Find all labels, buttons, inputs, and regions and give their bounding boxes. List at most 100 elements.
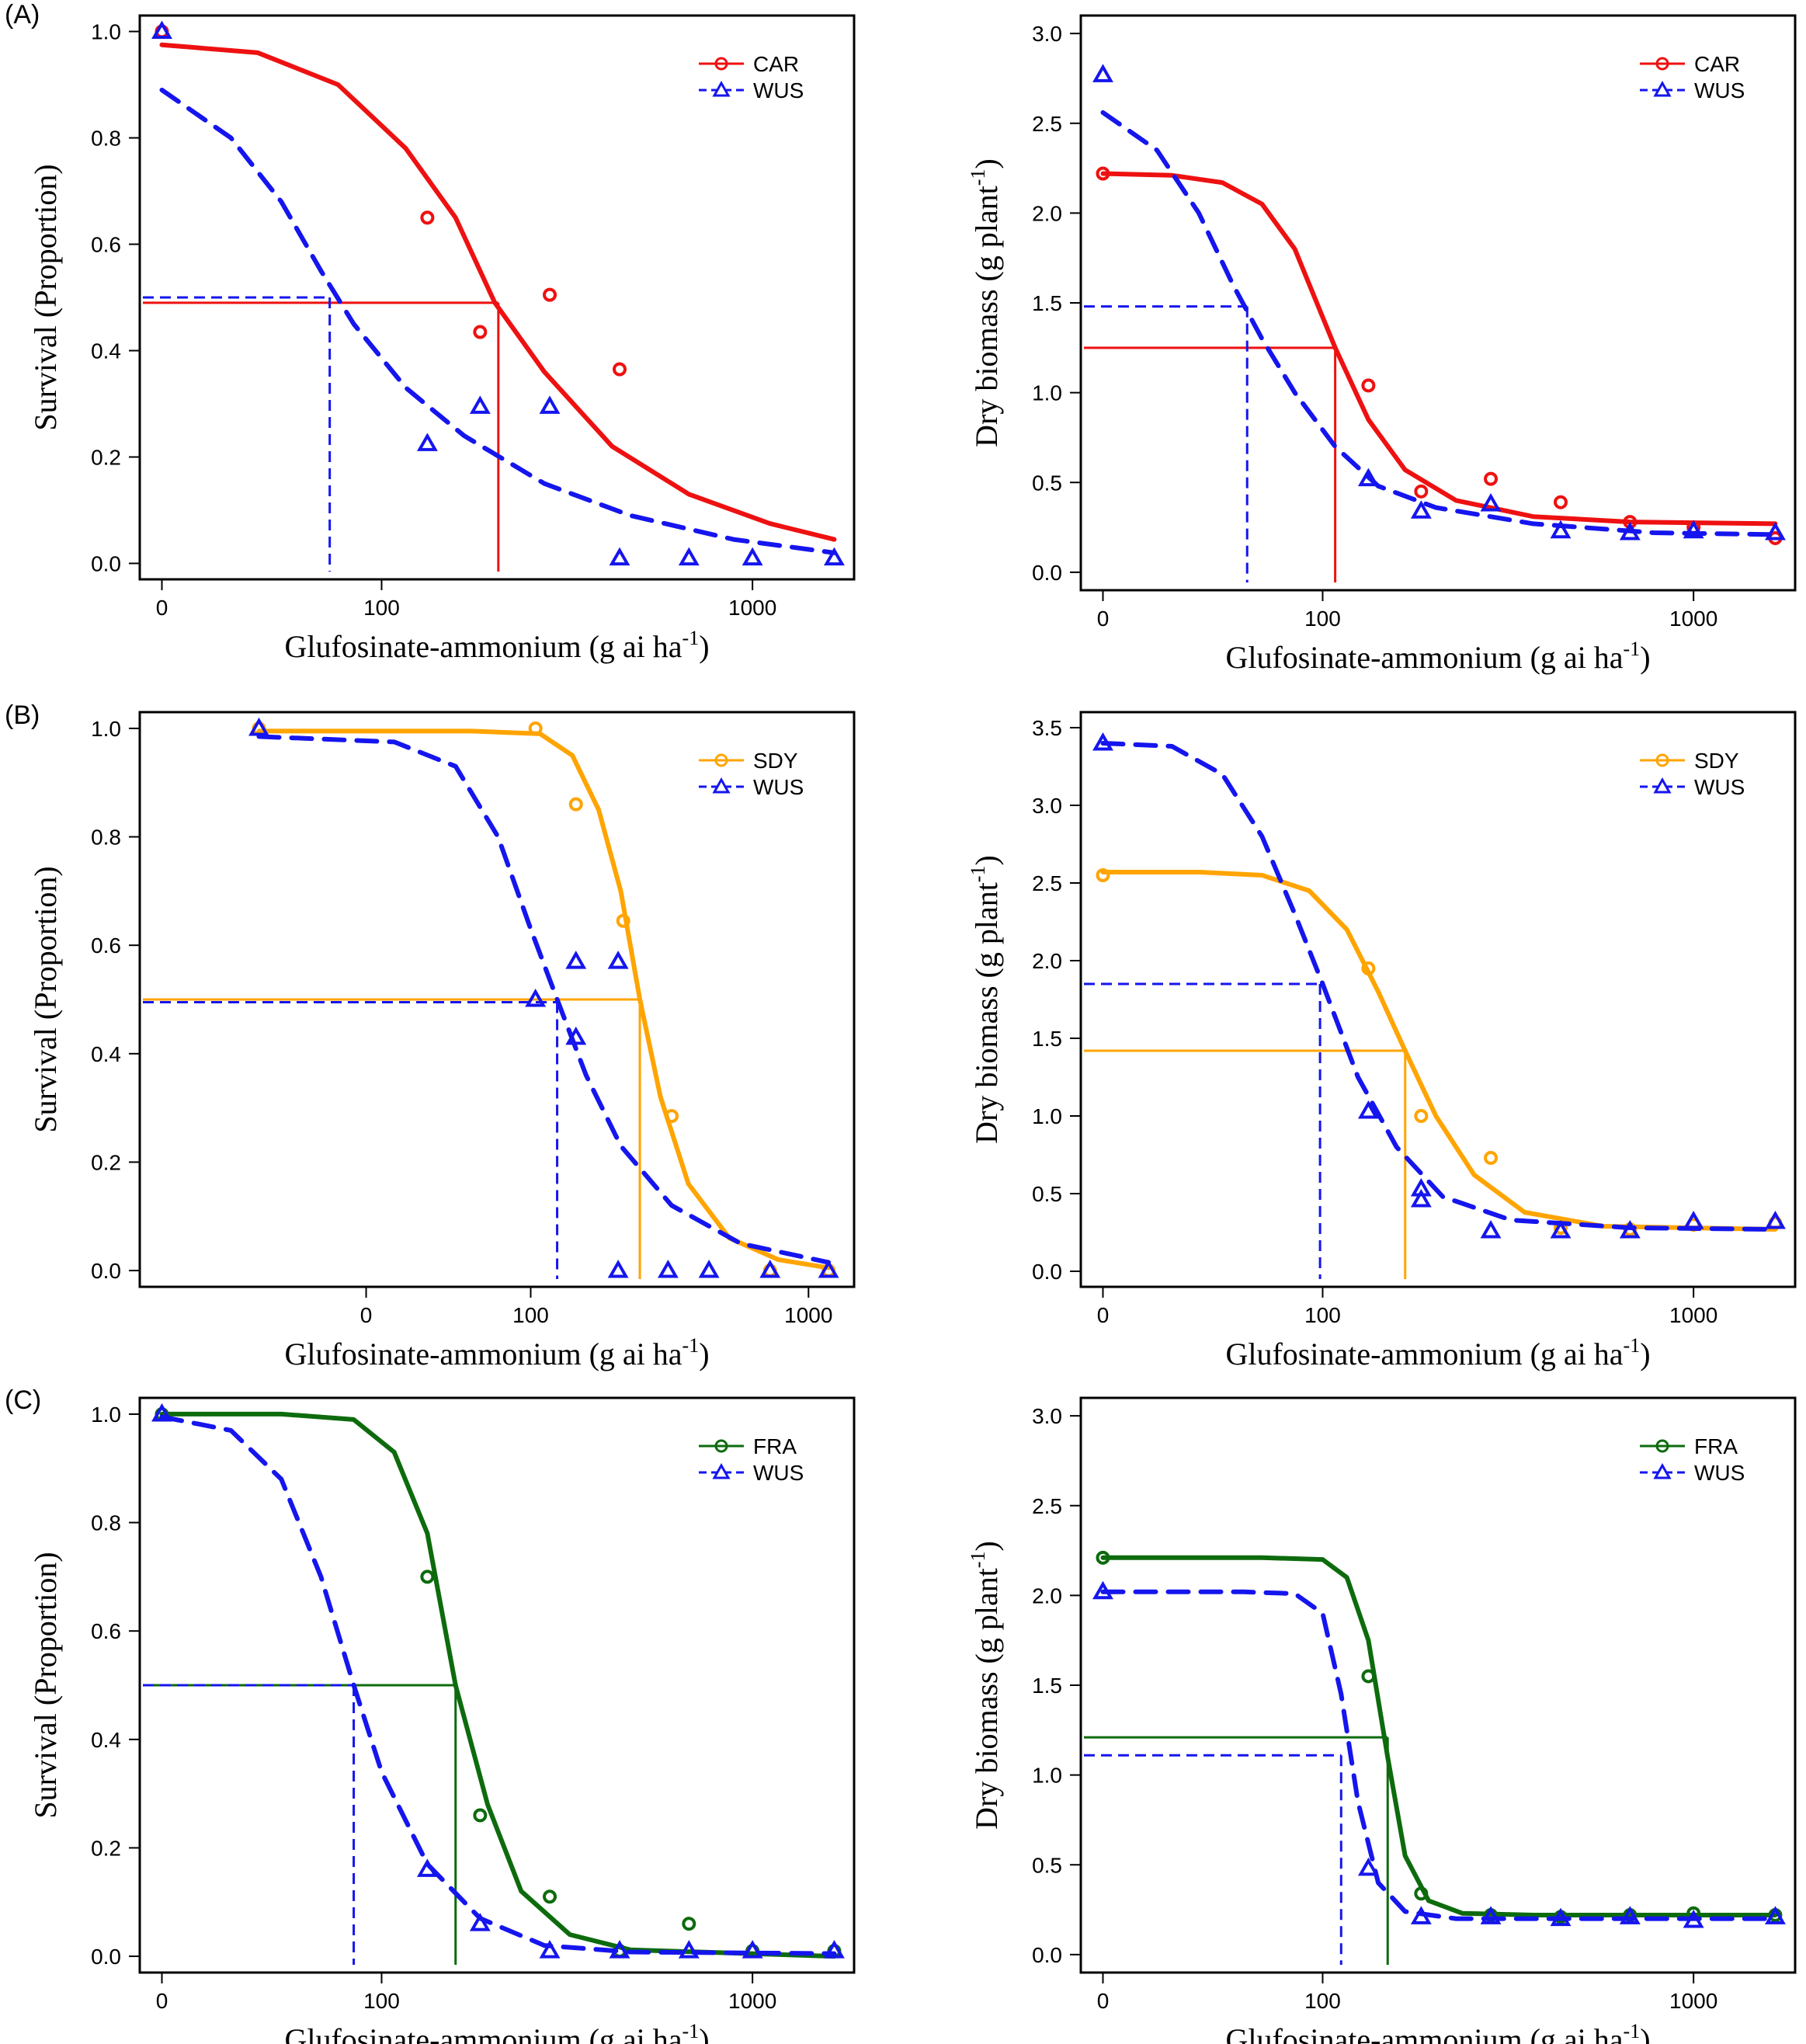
y-axis-label-sup: -1 bbox=[967, 169, 989, 186]
x-axis-label-sup: -1 bbox=[682, 627, 700, 649]
x-axis-label-sup: -1 bbox=[1624, 1334, 1641, 1357]
data-point bbox=[609, 1940, 630, 1959]
legend-entry: WUS bbox=[1640, 1461, 1745, 1485]
y-tick-label: 0.5 bbox=[1032, 1853, 1062, 1877]
legend-label: WUS bbox=[753, 78, 804, 103]
data-point bbox=[1092, 1580, 1113, 1600]
x-tick-label: 0 bbox=[360, 1303, 373, 1327]
y-tick-label: 1.0 bbox=[91, 717, 121, 741]
y-tick-label: 2.0 bbox=[1032, 1583, 1062, 1608]
y-tick-label: 0.2 bbox=[91, 1836, 121, 1860]
data-point bbox=[678, 547, 700, 566]
plot-frame bbox=[1079, 711, 1797, 1288]
x-tick-label: 1000 bbox=[1669, 607, 1717, 631]
series-wus bbox=[1084, 732, 1786, 1279]
data-point bbox=[1764, 1210, 1786, 1229]
y-axis-label-sup: -1 bbox=[967, 1552, 989, 1569]
x-axis-label-main: Glufosinate-ammonium (g ai ha bbox=[284, 629, 682, 664]
data-point bbox=[469, 1913, 491, 1931]
series-wus bbox=[1084, 1580, 1786, 1965]
x-axis-label: Glufosinate-ammonium (g ai ha-1) bbox=[284, 1334, 709, 1371]
data-point bbox=[1619, 521, 1641, 541]
x-axis-label-sup: -1 bbox=[682, 2020, 700, 2042]
x-axis-label-main: Glufosinate-ammonium (g ai ha bbox=[1225, 2022, 1623, 2044]
data-point bbox=[1361, 378, 1376, 393]
x-axis-label-main: Glufosinate-ammonium (g ai ha bbox=[284, 1337, 682, 1371]
y-tick-label: 3.0 bbox=[1032, 1404, 1062, 1428]
x-axis-label-end: ) bbox=[699, 629, 709, 664]
legend-label: WUS bbox=[1694, 78, 1745, 103]
y-axis-label-end: ) bbox=[969, 855, 1004, 865]
x-tick-label: 100 bbox=[363, 596, 400, 620]
data-point bbox=[416, 433, 438, 451]
data-point bbox=[1357, 468, 1379, 487]
data-point bbox=[1414, 1109, 1429, 1123]
data-point bbox=[607, 951, 629, 969]
data-point bbox=[616, 913, 630, 928]
y-tick-label: 2.5 bbox=[1032, 871, 1062, 895]
legend-label: WUS bbox=[1694, 775, 1745, 799]
legend-marker bbox=[1653, 777, 1672, 794]
legend-entry: WUS bbox=[1640, 78, 1745, 103]
data-point bbox=[1414, 484, 1429, 499]
y-axis-label-main: Dry biomass (g plant bbox=[969, 1568, 1004, 1830]
data-point bbox=[742, 547, 763, 566]
y-tick-label: 0.0 bbox=[1032, 561, 1062, 585]
y-tick-label: 1.5 bbox=[1032, 1027, 1062, 1051]
legend-entry: CAR bbox=[699, 52, 799, 76]
legend-marker bbox=[1653, 80, 1672, 97]
y-tick-label: 0.0 bbox=[1032, 1943, 1062, 1967]
data-point bbox=[151, 20, 172, 40]
data-point bbox=[1619, 1219, 1641, 1239]
y-tick-label: 1.0 bbox=[1032, 1764, 1062, 1788]
series-sdy bbox=[143, 721, 836, 1279]
panel-letter-b: (B) bbox=[5, 700, 40, 730]
legend-entry: SDY bbox=[699, 749, 798, 773]
legend-marker bbox=[712, 80, 731, 97]
data-point bbox=[678, 1940, 700, 1959]
y-tick-label: 2.5 bbox=[1032, 1494, 1062, 1518]
x-axis-label-main: Glufosinate-ammonium (g ai ha bbox=[284, 2022, 682, 2044]
x-axis-label-main: Glufosinate-ammonium (g ai ha bbox=[1225, 1337, 1623, 1371]
y-tick-label: 0.5 bbox=[1032, 1182, 1062, 1206]
x-axis-label-end: ) bbox=[1640, 2022, 1650, 2044]
y-axis-label-main: Survival (Proportion) bbox=[28, 1552, 63, 1818]
series-wus bbox=[1084, 64, 1786, 582]
data-point bbox=[1550, 1219, 1572, 1239]
legend-label: CAR bbox=[753, 52, 799, 76]
data-point bbox=[1683, 1210, 1704, 1229]
x-axis-label-sup: -1 bbox=[682, 1334, 700, 1357]
y-axis-label-end: ) bbox=[969, 158, 1004, 169]
data-point bbox=[1480, 1906, 1502, 1924]
data-point bbox=[1764, 521, 1786, 541]
fitted-curve bbox=[1100, 741, 1778, 1232]
x-axis-label: Glufosinate-ammonium (g ai ha-1) bbox=[1225, 2020, 1650, 2044]
x-axis-label-end: ) bbox=[1640, 640, 1650, 675]
plot-frame bbox=[138, 1396, 856, 1974]
data-point bbox=[613, 362, 627, 377]
y-axis-label: Survival (Proportion) bbox=[28, 866, 63, 1132]
data-point bbox=[1357, 1100, 1379, 1119]
legend-marker bbox=[714, 1439, 728, 1453]
x-axis-label-end: ) bbox=[699, 1337, 709, 1371]
legend-label: WUS bbox=[1694, 1461, 1745, 1485]
y-tick-label: 1.5 bbox=[1032, 1674, 1062, 1698]
data-point bbox=[698, 1260, 720, 1278]
plot-frame bbox=[138, 711, 856, 1288]
data-point bbox=[1480, 492, 1502, 512]
series-fra bbox=[143, 1406, 842, 1965]
y-axis-label-main: Survival (Proportion) bbox=[28, 866, 63, 1132]
data-point bbox=[1096, 1550, 1110, 1565]
data-point bbox=[1764, 1906, 1786, 1924]
x-tick-label: 100 bbox=[363, 1989, 400, 2013]
x-axis-label: Glufosinate-ammonium (g ai ha-1) bbox=[284, 2020, 709, 2044]
legend-entry: WUS bbox=[1640, 775, 1745, 799]
data-point bbox=[1414, 1886, 1429, 1901]
plot-frame bbox=[1079, 14, 1797, 592]
data-point bbox=[416, 1858, 438, 1877]
series-car bbox=[143, 24, 837, 572]
y-tick-label: 0.0 bbox=[1032, 1260, 1062, 1284]
y-tick-label: 0.5 bbox=[1032, 471, 1062, 495]
data-point bbox=[525, 988, 547, 1007]
legend-marker bbox=[1655, 753, 1669, 767]
